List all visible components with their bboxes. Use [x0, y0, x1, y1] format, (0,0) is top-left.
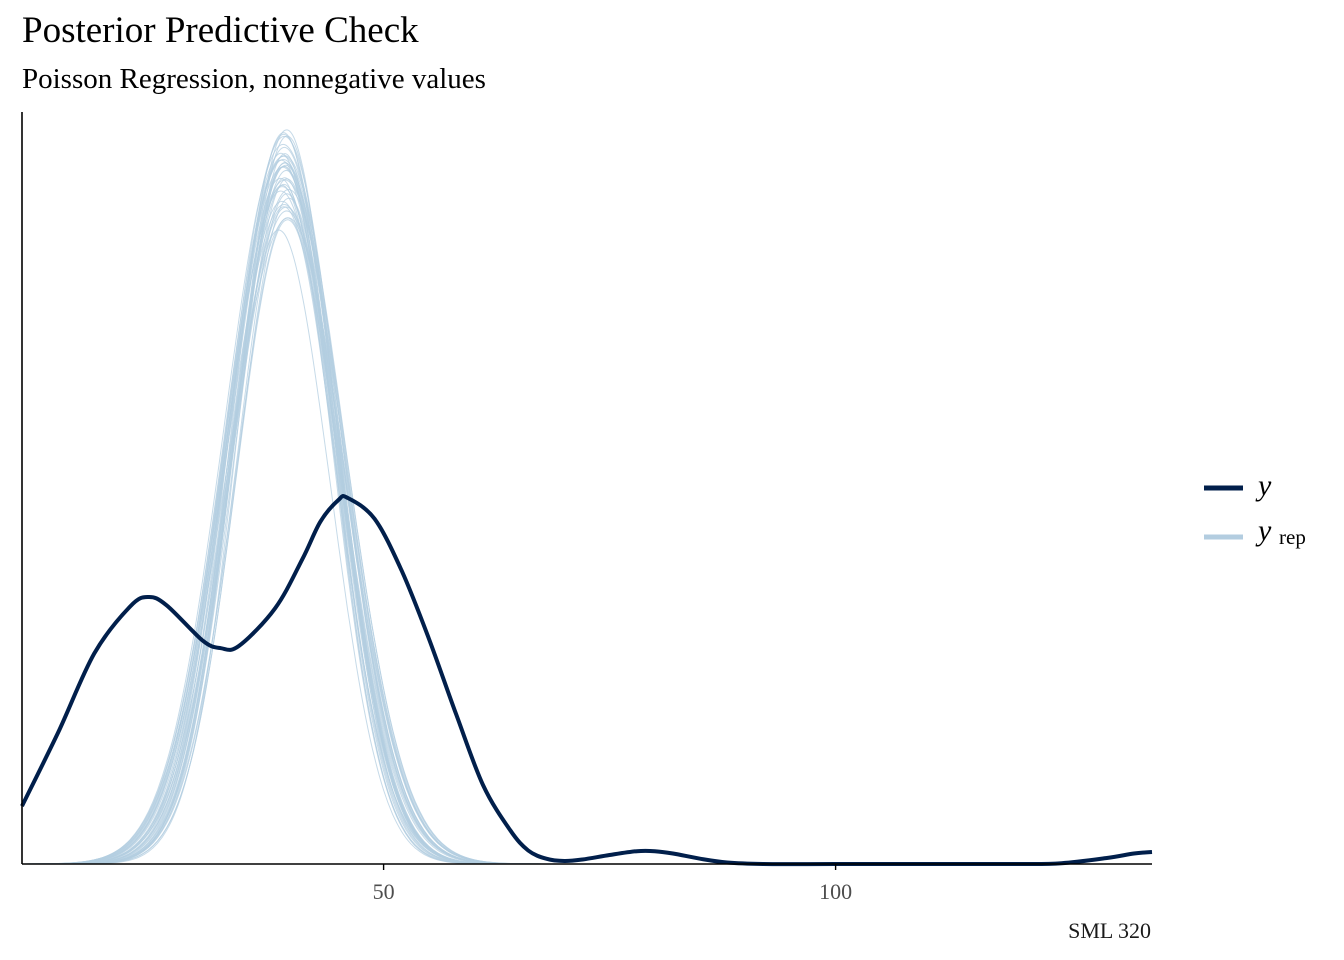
chart-caption: SML 320 — [1068, 918, 1151, 943]
x-tick-label: 100 — [819, 879, 852, 904]
chart-title: Posterior Predictive Check — [22, 10, 419, 51]
yrep-density-lines — [21, 129, 610, 865]
legend-label-y: y — [1255, 469, 1272, 502]
yrep-density-line — [21, 229, 610, 865]
legend: y y rep — [1204, 469, 1306, 549]
legend-label-yrep: y — [1255, 514, 1272, 547]
x-tick-label: 50 — [373, 879, 395, 904]
legend-label-yrep-subscript: rep — [1279, 525, 1306, 549]
yrep-density-line — [21, 146, 610, 865]
chart-subtitle: Poisson Regression, nonnegative values — [22, 63, 486, 95]
x-axis-ticks: 50 100 — [373, 864, 852, 904]
